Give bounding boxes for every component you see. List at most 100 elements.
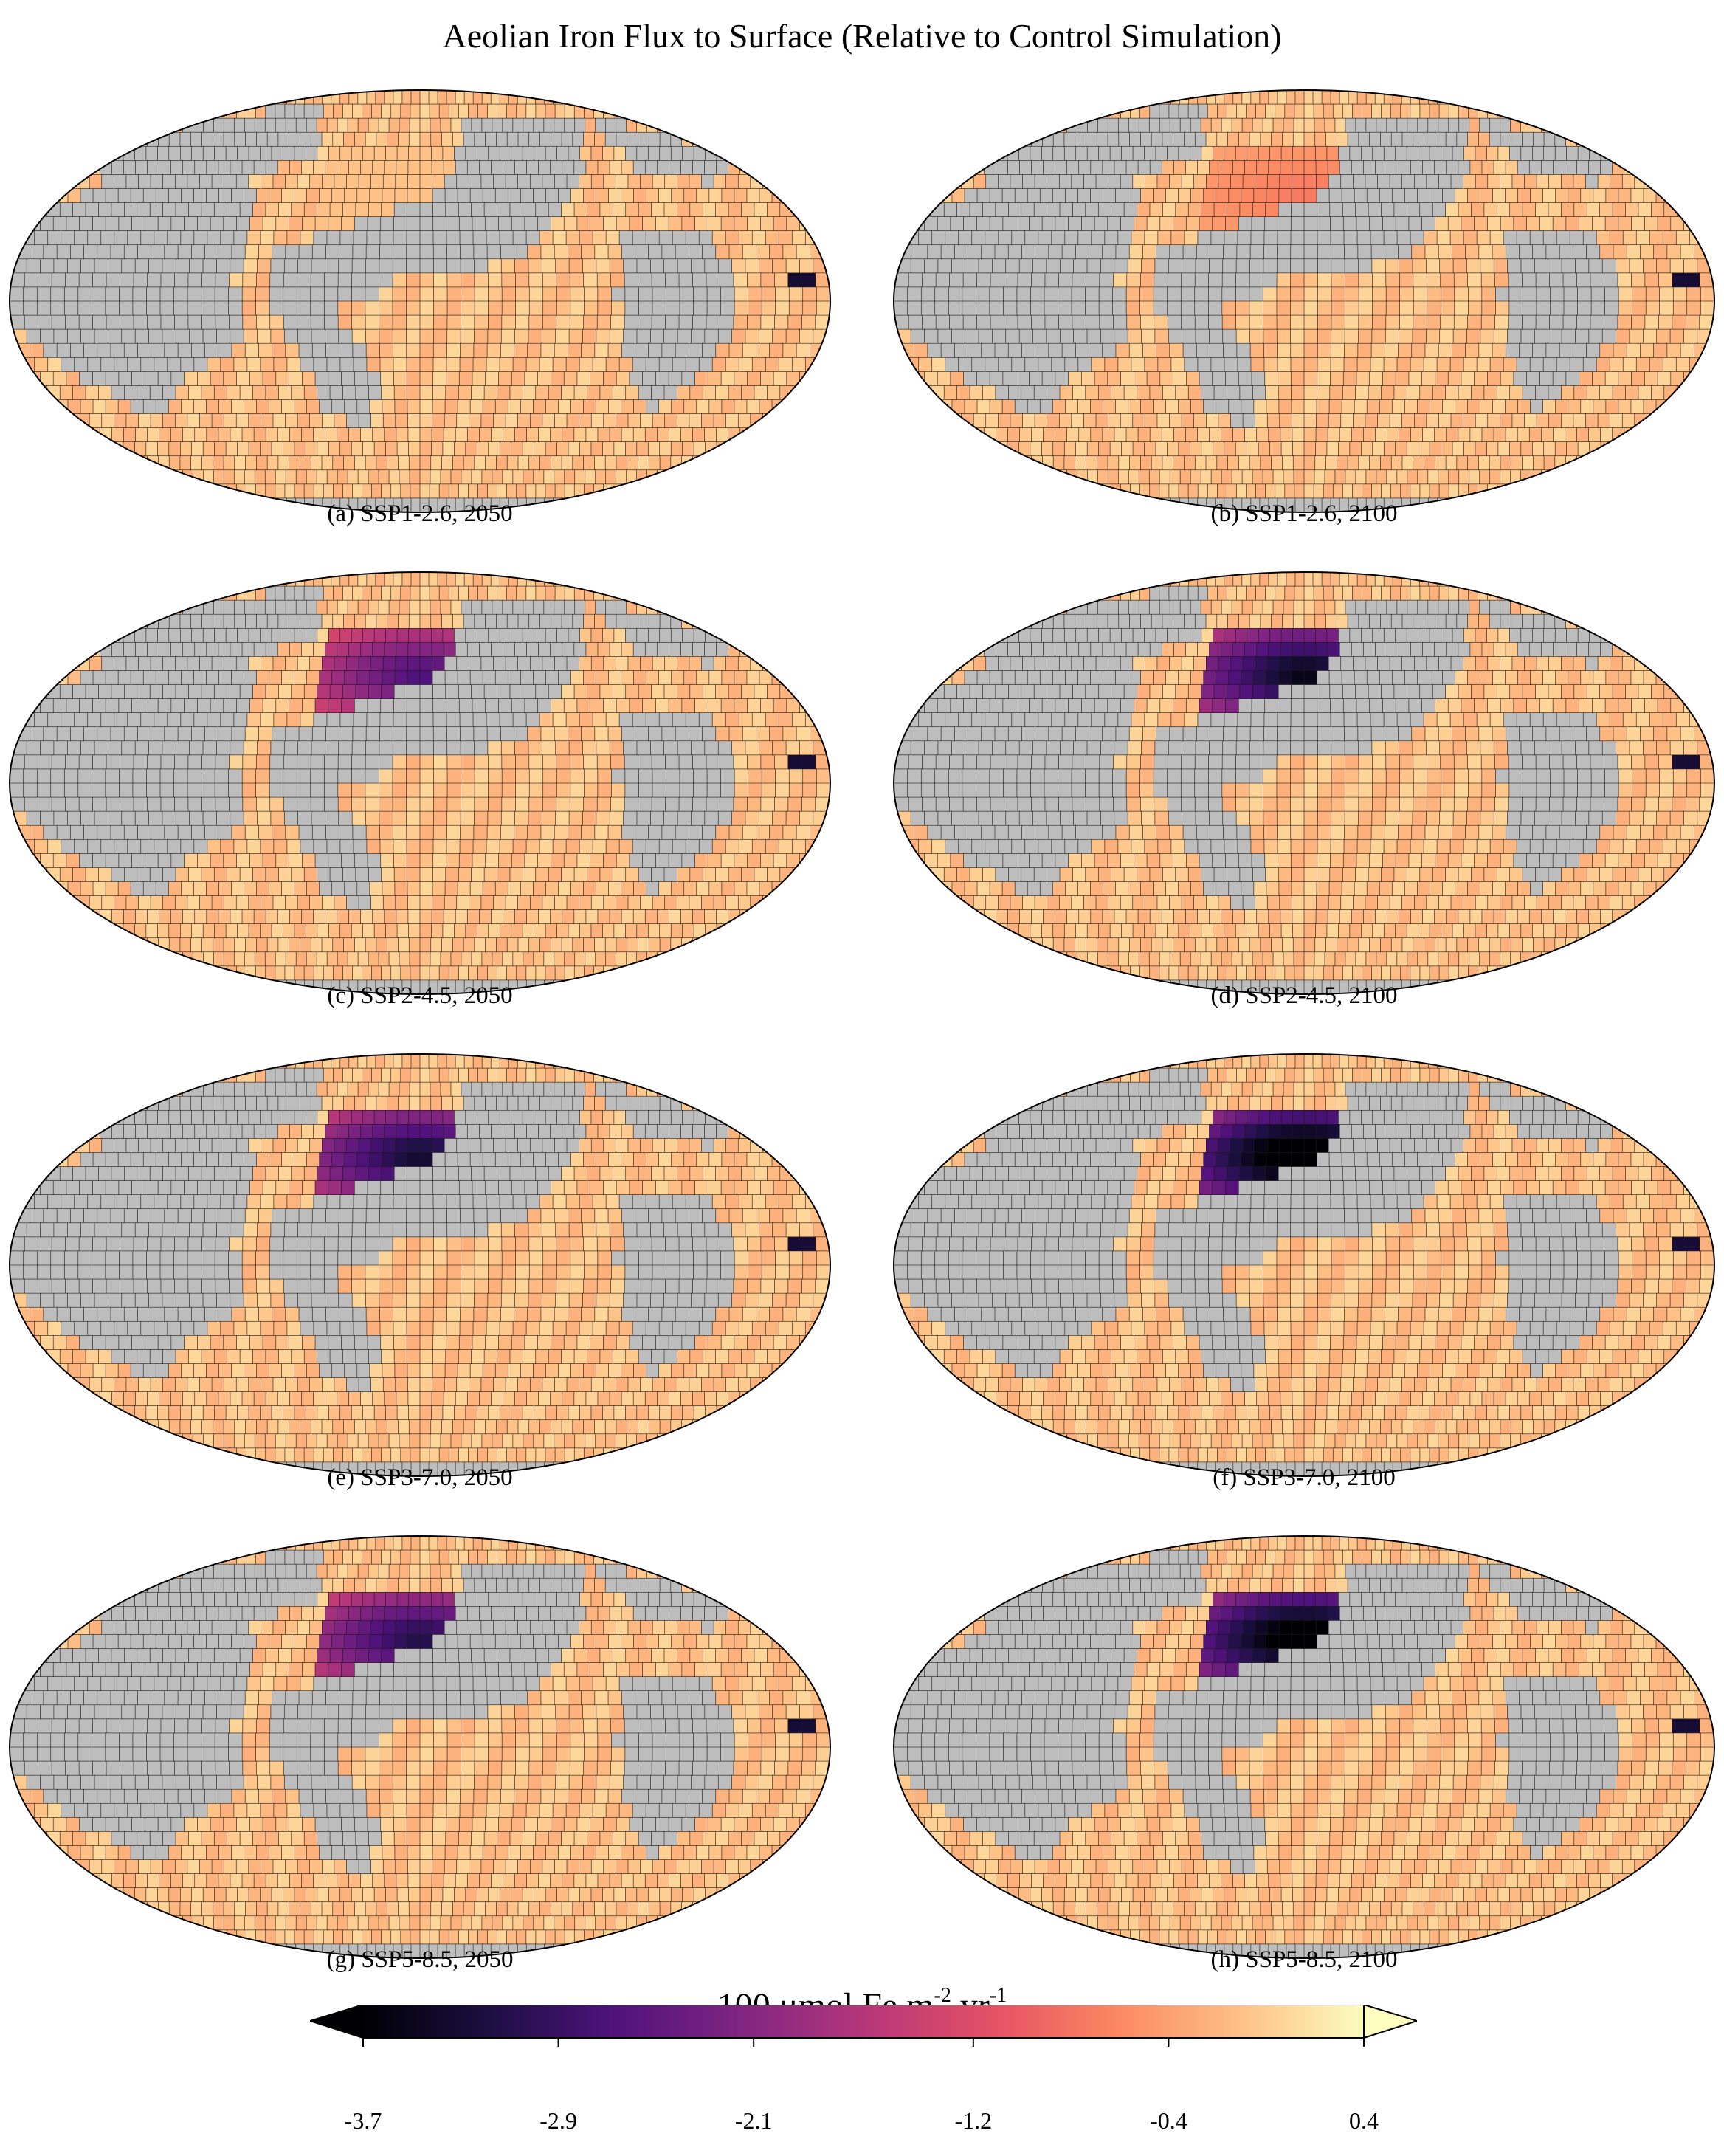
grid-cell: [701, 413, 714, 429]
grid-cell: [661, 824, 676, 840]
grid-cell: [683, 670, 697, 686]
grid-cell: [1604, 300, 1619, 316]
grid-cell: [151, 244, 165, 260]
grid-cell: [1458, 202, 1472, 218]
grid-cell: [145, 627, 158, 643]
grid-cell: [596, 796, 612, 812]
grid-cell: [1303, 427, 1317, 443]
grid-cell: [524, 698, 539, 714]
grid-cell: [552, 357, 567, 372]
grid-cell: [331, 188, 345, 204]
grid-cell: [379, 314, 393, 330]
grid-cell: [396, 441, 410, 457]
grid-cell: [1450, 174, 1464, 190]
grid-cell: [1385, 244, 1399, 260]
grid-cell: [433, 782, 448, 798]
grid-cell: [1091, 357, 1106, 372]
grid-cell: [645, 838, 660, 854]
grid-cell: [1156, 342, 1170, 358]
grid-cell: [214, 300, 230, 316]
grid-cell: [725, 413, 739, 429]
grid-cell: [1590, 300, 1606, 316]
grid-cell: [213, 385, 228, 401]
grid-cell: [111, 684, 125, 700]
grid-cell: [754, 385, 768, 401]
grid-cell: [1354, 399, 1368, 415]
grid-cell: [283, 286, 297, 302]
grid-cell: [179, 441, 193, 457]
grid-cell: [555, 740, 570, 756]
grid-cell: [708, 670, 723, 686]
grid-cell: [661, 483, 672, 499]
grid-cell: [1303, 314, 1319, 330]
grid-cell: [432, 244, 448, 260]
grid-cell: [231, 244, 246, 260]
grid-cell: [1438, 103, 1449, 119]
grid-cell: [311, 342, 327, 358]
grid-cell: [473, 824, 488, 840]
grid-cell: [368, 117, 379, 133]
grid-cell: [514, 427, 528, 443]
grid-cell: [47, 230, 62, 246]
grid-cell: [596, 314, 612, 330]
grid-cell: [551, 371, 565, 386]
grid-cell: [1656, 258, 1671, 274]
grid-cell: [233, 90, 244, 105]
grid-cell: [187, 286, 202, 302]
grid-cell: [1369, 371, 1384, 386]
grid-cell: [393, 684, 408, 700]
grid-cell: [670, 483, 681, 499]
grid-cell: [1201, 385, 1215, 401]
grid-cell: [1197, 357, 1212, 372]
grid-cell: [1389, 174, 1403, 190]
grid-cell: [393, 726, 407, 742]
grid-cell: [87, 357, 102, 372]
grid-cell: [341, 698, 355, 714]
grid-cell: [23, 300, 38, 316]
grid-cell: [1532, 244, 1547, 260]
grid-cell: [289, 427, 302, 443]
grid-cell: [1127, 328, 1142, 344]
grid-cell: [648, 342, 663, 358]
grid-cell: [1263, 230, 1278, 246]
grid-cell: [692, 160, 706, 176]
map-svg: [9, 571, 831, 995]
grid-cell: [212, 131, 224, 147]
grid-cell: [101, 413, 114, 429]
grid-cell: [554, 599, 565, 615]
grid-cell: [1523, 286, 1537, 302]
grid-cell: [482, 399, 496, 415]
grid-cell: [367, 216, 382, 232]
grid-cell: [1381, 202, 1395, 218]
grid-cell: [1279, 413, 1293, 429]
grid-cell: [257, 810, 272, 826]
grid-cell: [751, 838, 766, 854]
grid-cell: [533, 881, 546, 897]
grid-cell: [734, 286, 749, 302]
grid-cell: [973, 174, 987, 190]
grid-cell: [773, 853, 787, 868]
grid-cell: [694, 698, 708, 714]
grid-cell: [1224, 90, 1234, 105]
grid-cell: [355, 867, 369, 883]
grid-cell: [392, 314, 407, 330]
grid-cell: [110, 599, 122, 615]
grid-cell: [257, 740, 272, 756]
grid-cell: [1526, 216, 1540, 232]
grid-cell: [74, 838, 89, 854]
grid-cell: [474, 131, 486, 147]
grid-cell: [1508, 272, 1523, 288]
grid-cell: [1635, 160, 1649, 176]
grid-cell: [111, 427, 124, 443]
grid-cell: [994, 244, 1009, 260]
grid-cell: [652, 174, 666, 190]
grid-cell: [469, 188, 483, 204]
grid-cell: [262, 216, 277, 232]
grid-cell: [573, 867, 588, 883]
grid-cell: [110, 726, 125, 742]
grid-cell: [603, 216, 617, 232]
grid-cell: [1618, 286, 1633, 302]
grid-cell: [515, 300, 530, 316]
grid-cell: [1031, 160, 1044, 176]
grid-cell: [696, 399, 710, 415]
